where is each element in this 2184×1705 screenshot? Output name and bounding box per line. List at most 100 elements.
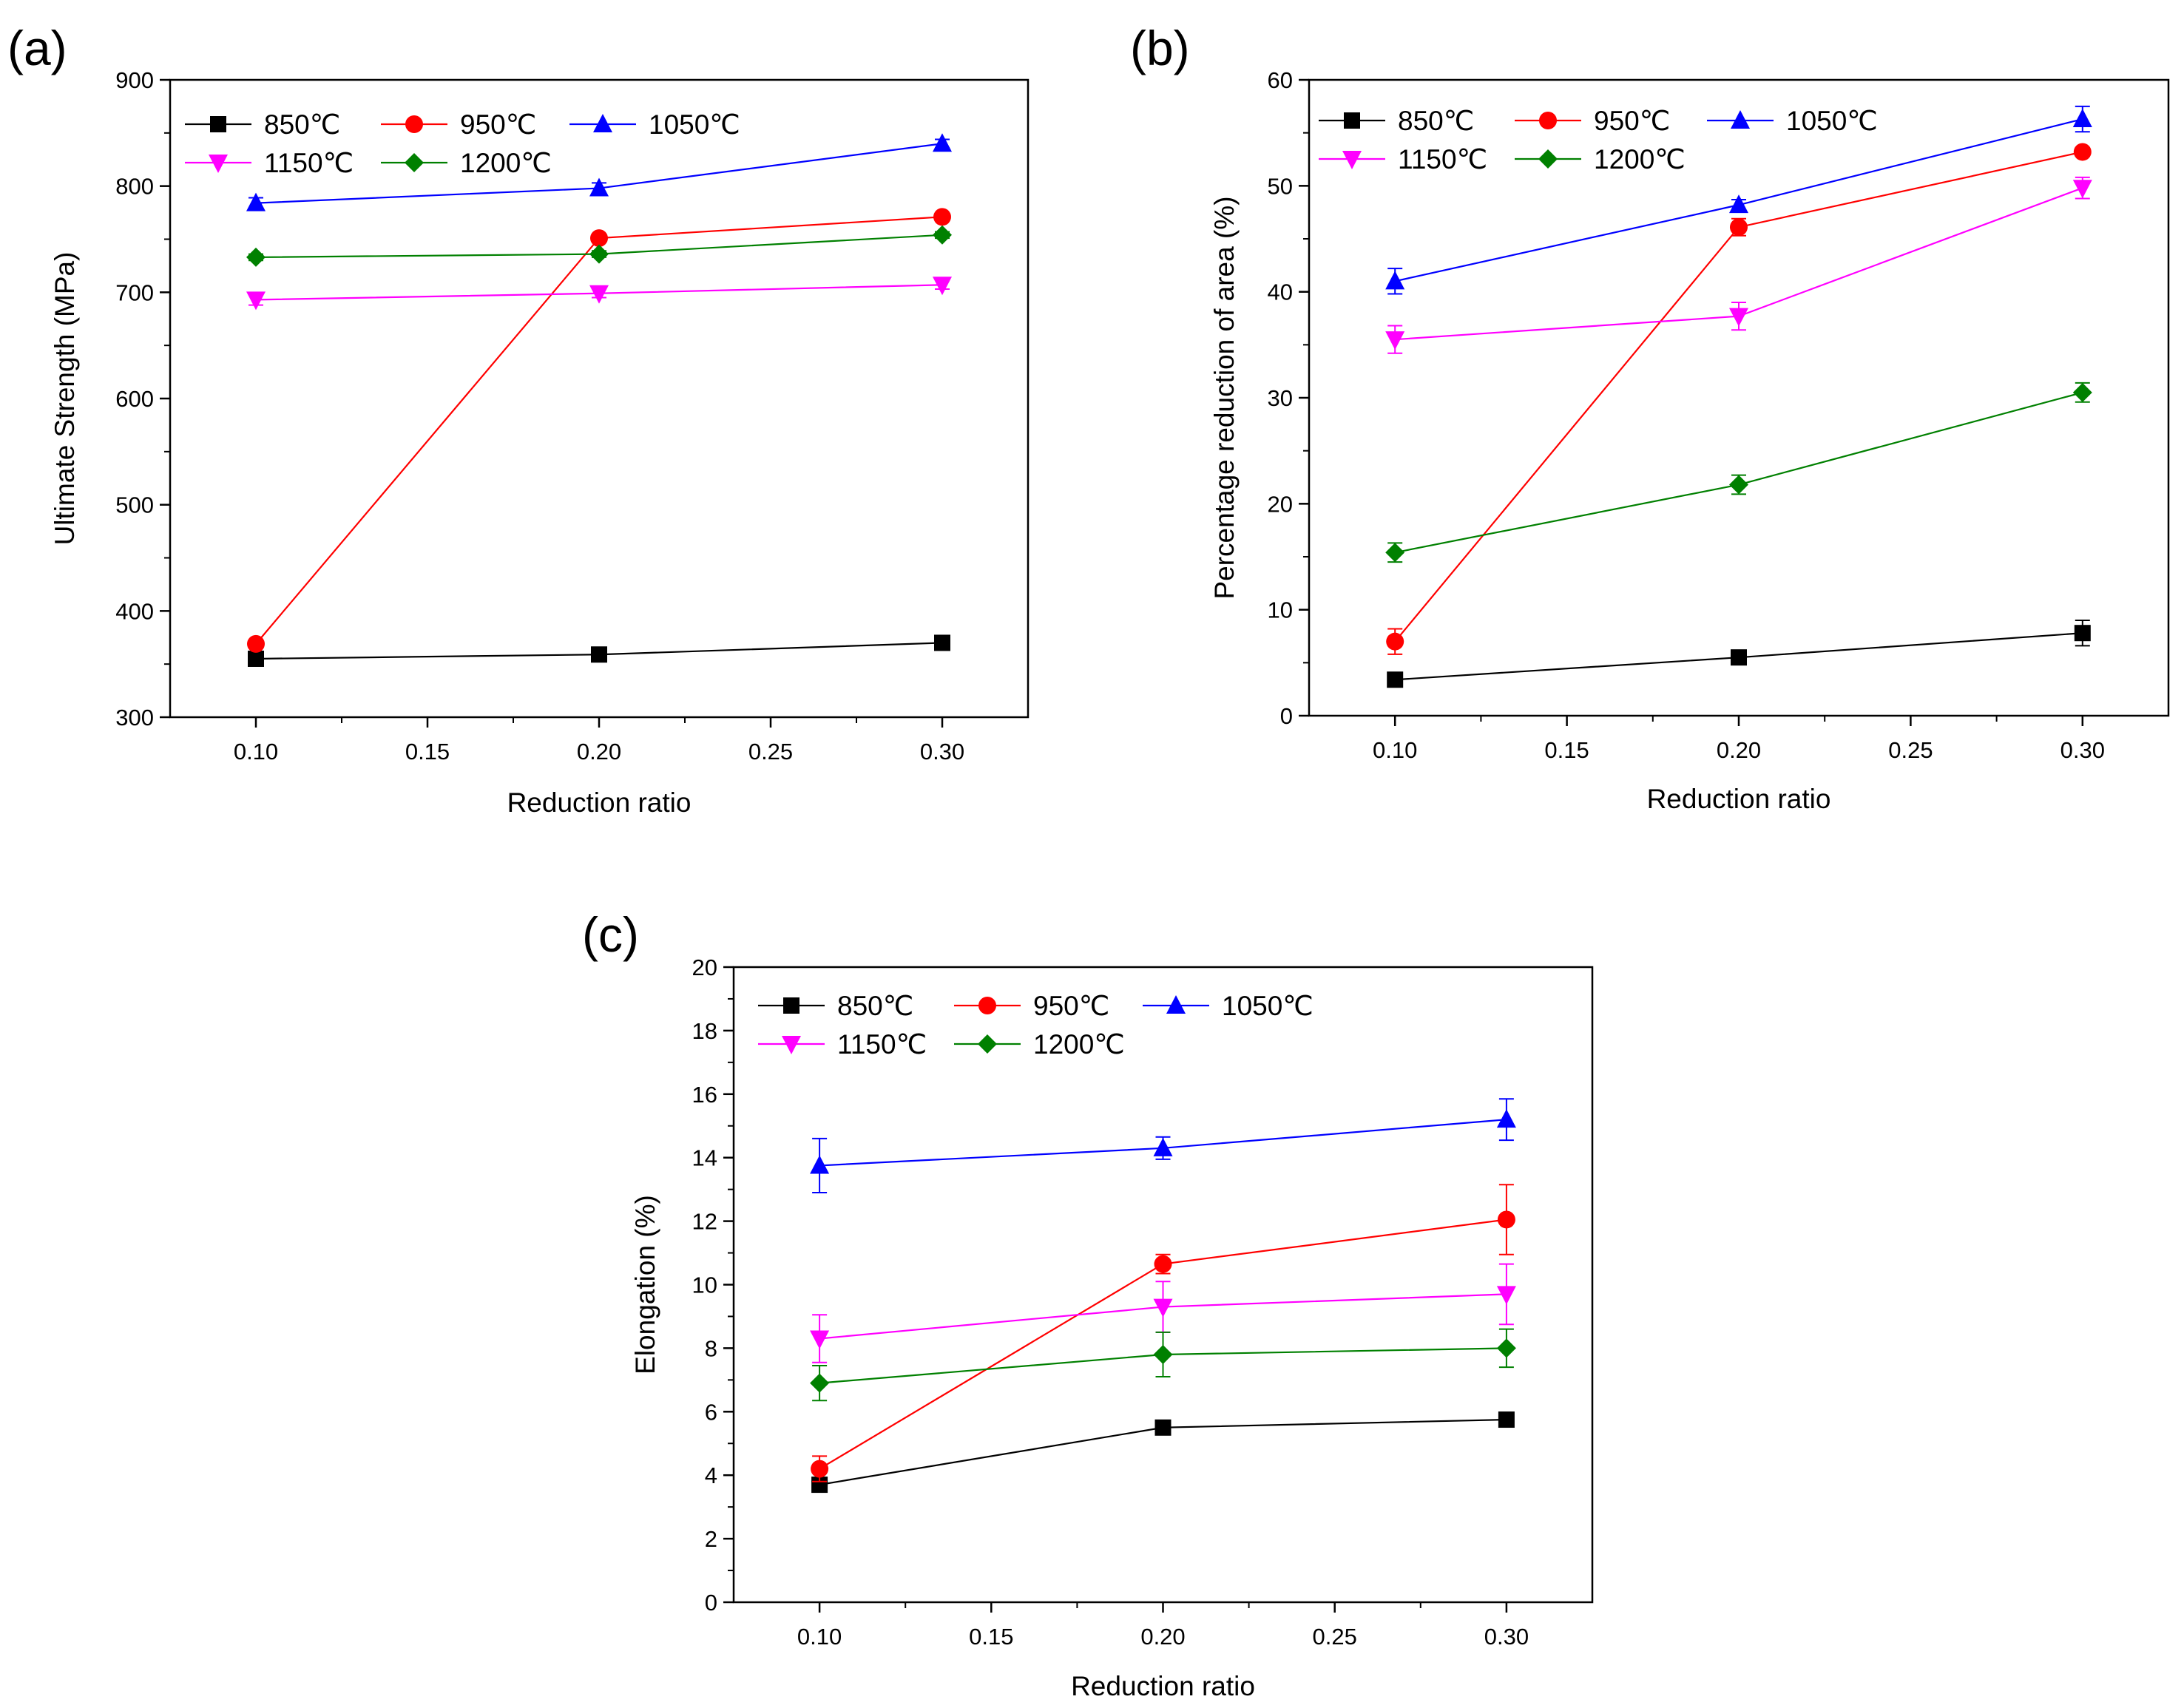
- data-point: [934, 634, 950, 651]
- y-tick-label: 300: [115, 705, 154, 731]
- panel-label: (a): [7, 21, 67, 75]
- data-point: [1729, 308, 1748, 327]
- legend-marker: [209, 155, 228, 173]
- data-point: [933, 225, 952, 245]
- series-1050℃: [246, 133, 952, 211]
- data-point: [1385, 331, 1405, 350]
- legend-label: 1150℃: [264, 148, 354, 178]
- series-1150℃: [810, 1263, 1516, 1363]
- legend-marker: [1539, 112, 1557, 129]
- legend-label: 950℃: [1594, 106, 1670, 136]
- legend-marker: [405, 153, 424, 172]
- data-point: [1386, 632, 1404, 651]
- data-point: [591, 646, 607, 663]
- legend-label: 950℃: [1033, 991, 1109, 1021]
- y-tick-label: 30: [1268, 385, 1293, 411]
- legend-label: 1200℃: [1594, 144, 1686, 174]
- legend-label: 950℃: [460, 109, 536, 140]
- data-point: [1153, 1344, 1173, 1364]
- legend-marker: [1166, 995, 1186, 1014]
- y-tick-label: 0: [1280, 703, 1293, 729]
- series-1050℃: [1385, 105, 2092, 295]
- legend-label: 1150℃: [1398, 144, 1487, 174]
- y-tick-label: 10: [692, 1272, 717, 1298]
- series-1150℃: [1385, 176, 2092, 354]
- legend-marker: [782, 1036, 801, 1054]
- data-point: [1385, 271, 1405, 290]
- data-point: [1154, 1255, 1172, 1273]
- legend-label: 1150℃: [837, 1029, 927, 1060]
- legend-item: 850℃: [1319, 106, 1474, 136]
- legend-item: 850℃: [185, 109, 340, 140]
- data-point: [1496, 1109, 1516, 1128]
- legend-item: 1150℃: [185, 148, 354, 178]
- series-1200℃: [246, 225, 952, 267]
- series-1150℃: [246, 277, 952, 311]
- data-point: [1498, 1411, 1515, 1428]
- y-tick-label: 18: [692, 1018, 717, 1044]
- legend-marker: [1344, 112, 1360, 129]
- y-tick-label: 4: [705, 1462, 717, 1488]
- legend-marker: [978, 1034, 997, 1054]
- legend-marker: [978, 997, 996, 1014]
- data-point: [1153, 1298, 1173, 1318]
- data-point: [2074, 625, 2091, 642]
- data-point: [810, 1155, 830, 1174]
- data-point: [248, 650, 264, 667]
- data-point: [247, 634, 265, 653]
- data-point: [810, 1330, 830, 1349]
- legend-marker: [1342, 151, 1362, 169]
- chart-panel-0: (a) 0.10 0.15 0.20 0.25 0.30 300 400 500 600 700 80…: [7, 21, 1030, 818]
- y-tick-label: 50: [1268, 173, 1293, 199]
- legend-marker: [593, 114, 612, 132]
- legend-label: 850℃: [837, 991, 913, 1021]
- x-tick-label: 0.30: [2060, 737, 2105, 763]
- series-1200℃: [810, 1328, 1516, 1402]
- series-950℃: [811, 1184, 1515, 1482]
- legend-item: 1050℃: [1707, 106, 1878, 136]
- data-point: [246, 291, 266, 311]
- data-point: [246, 192, 266, 211]
- y-axis-label: Percentage reduction of area (%): [1209, 196, 1240, 599]
- y-tick-label: 10: [1268, 597, 1293, 623]
- y-axis-label: Elongation (%): [630, 1195, 660, 1374]
- legend-marker: [783, 997, 799, 1014]
- legend-item: 950℃: [954, 991, 1109, 1021]
- data-point: [589, 244, 609, 264]
- panel-label: (b): [1130, 21, 1190, 75]
- x-tick-label: 0.15: [1544, 737, 1589, 763]
- x-tick-label: 0.10: [797, 1624, 842, 1650]
- x-tick-label: 0.20: [1717, 737, 1761, 763]
- x-tick-label: 0.25: [748, 739, 793, 765]
- x-axis-label: Reduction ratio: [1071, 1671, 1255, 1701]
- series-1200℃: [1385, 382, 2092, 563]
- legend-marker: [405, 115, 423, 133]
- x-axis-label: Reduction ratio: [1647, 784, 1831, 814]
- legend-marker: [1731, 110, 1750, 129]
- data-point: [1497, 1210, 1515, 1229]
- data-point: [933, 208, 951, 226]
- legend-item: 850℃: [758, 991, 913, 1021]
- y-tick-label: 14: [692, 1145, 717, 1171]
- y-tick-label: 800: [115, 174, 154, 200]
- legend-marker: [1538, 149, 1558, 169]
- legend-label: 1050℃: [1222, 991, 1314, 1021]
- legend-item: 950℃: [1515, 106, 1670, 136]
- data-point: [933, 277, 952, 296]
- y-tick-label: 60: [1268, 67, 1293, 93]
- legend-label: 1200℃: [1033, 1029, 1125, 1060]
- x-tick-label: 0.15: [969, 1624, 1013, 1650]
- x-axis-label: Reduction ratio: [507, 787, 692, 818]
- y-tick-label: 16: [692, 1082, 717, 1108]
- series-950℃: [247, 208, 951, 653]
- y-tick-label: 20: [1268, 491, 1293, 517]
- data-point: [1496, 1338, 1516, 1358]
- x-tick-label: 0.25: [1888, 737, 1933, 763]
- panel-label: (c): [582, 907, 639, 962]
- x-tick-label: 0.20: [1140, 1624, 1185, 1650]
- legend: 850℃ 950℃ 1050℃ 1150℃ 1200℃: [758, 991, 1314, 1060]
- y-tick-label: 20: [692, 955, 717, 980]
- legend-item: 1150℃: [758, 1029, 927, 1060]
- y-tick-label: 40: [1268, 279, 1293, 305]
